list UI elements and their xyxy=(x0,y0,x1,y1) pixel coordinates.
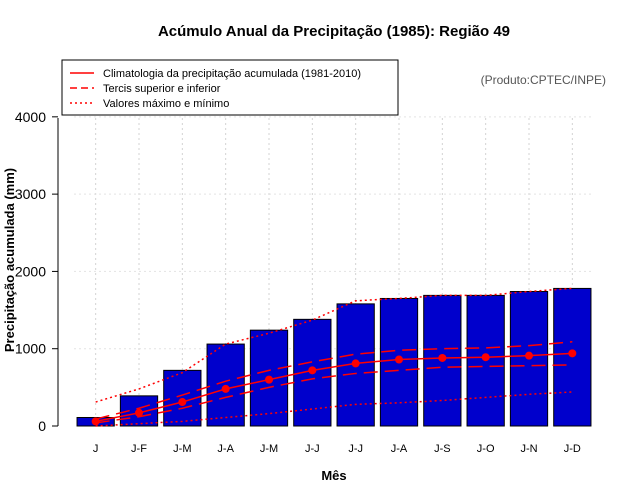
y-tick-label: 0 xyxy=(38,418,46,434)
y-tick-label: 3000 xyxy=(15,186,46,202)
series-line xyxy=(95,364,573,424)
climatology-point xyxy=(395,355,403,364)
series-lines xyxy=(91,287,577,427)
climatology-point xyxy=(265,375,273,384)
x-tick-label: J-M xyxy=(260,443,278,455)
climatology-point xyxy=(568,349,577,358)
legend: Climatologia da precipitação acumulada (… xyxy=(61,59,399,116)
x-tick-label: J-A xyxy=(391,443,408,455)
x-tick-label: J-M xyxy=(173,443,191,455)
climatology-point xyxy=(221,384,230,393)
climatology-point xyxy=(351,359,360,368)
legend-label-climatology: Climatologia da precipitação acumulada (… xyxy=(103,68,361,80)
x-tick-label: J-D xyxy=(564,443,581,455)
x-tick-label: J-F xyxy=(131,443,147,455)
x-axis-ticks: J J-F J-M J-A J-M J-J J-J J-A J-S J-O J-N J-D xyxy=(93,443,581,455)
legend-label-extremes: Valores máximo e mínimo xyxy=(103,98,229,110)
chart-title: Acúmulo Anual da Precipitação (1985): Re… xyxy=(158,23,510,40)
series-line xyxy=(95,352,573,423)
y-tick-label: 4000 xyxy=(15,109,46,125)
legend-label-terciles: Tercis superior e inferior xyxy=(103,83,221,95)
legend-box xyxy=(61,59,399,116)
x-tick-label: J-J xyxy=(348,443,363,455)
x-tick-label: J-O xyxy=(477,443,495,455)
y-axis-ticks: 0 1000 2000 3000 4000 xyxy=(15,109,58,434)
credit-text: (Produto:CPTEC/INPE) xyxy=(481,73,606,87)
y-tick-label: 1000 xyxy=(15,341,46,357)
climatology-point xyxy=(525,351,533,360)
x-tick-label: J xyxy=(93,443,99,455)
x-tick-label: J-S xyxy=(434,443,451,455)
series-line xyxy=(95,341,573,420)
y-tick-label: 2000 xyxy=(15,263,46,279)
x-axis-label: Mês xyxy=(321,468,346,483)
climatology-point xyxy=(308,366,317,375)
climatology-point xyxy=(135,408,143,417)
y-axis-label: Precipitação acumulada (mm) xyxy=(2,168,17,352)
x-tick-label: J-A xyxy=(217,443,234,455)
x-tick-label: J-N xyxy=(520,443,537,455)
climatology-point xyxy=(178,398,187,407)
climatology-point xyxy=(438,353,447,362)
x-tick-label: J-J xyxy=(305,443,320,455)
climatology-point xyxy=(481,353,490,362)
